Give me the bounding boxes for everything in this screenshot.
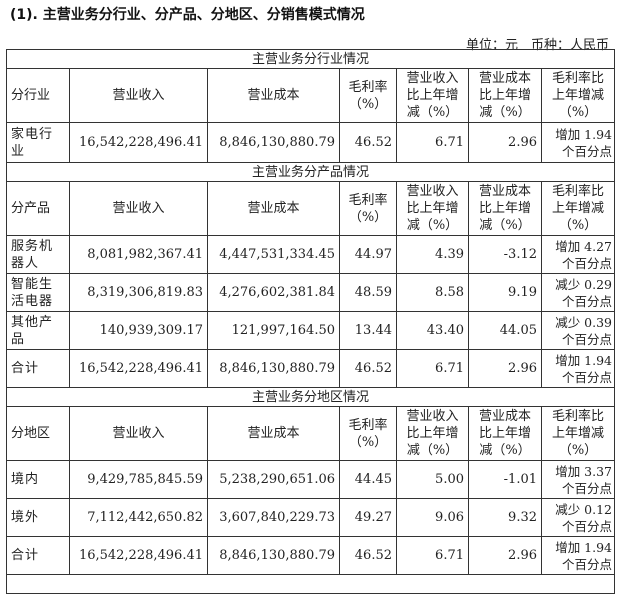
- cell-cost: 8,846,130,880.79: [207, 349, 340, 388]
- cell-margin_change: 减少 0.39 个百分点: [540, 311, 616, 350]
- cell-revenue: 7,112,442,650.82: [69, 498, 208, 537]
- column-header-row: 分产品 营业收入 营业成本 毛利率（%） 营业收入比上年增减（%） 营业成本比上年增减（%…: [6, 181, 616, 236]
- header-margin_change: 毛利率比上年增减（%）: [540, 181, 616, 236]
- cell-revenue: 140,939,309.17: [69, 311, 208, 350]
- cell-margin: 44.45: [339, 460, 397, 499]
- cell-rev_change: 6.71: [396, 349, 469, 388]
- cell-cost_change: 44.05: [468, 311, 542, 350]
- cell-margin_change: 增加 1.94 个百分点: [540, 349, 616, 388]
- cell-cost: 3,607,840,229.73: [207, 498, 340, 537]
- header-revenue: 营业收入: [69, 181, 208, 236]
- cell-cost: 8,846,130,880.79: [207, 536, 340, 575]
- header-dimension: 分地区: [6, 406, 70, 461]
- cell-cost: 4,276,602,381.84: [207, 273, 340, 312]
- table-row: 智能生活电器 8,319,306,819.83 4,276,602,381.84 48…: [6, 273, 616, 312]
- header-rev_change: 营业收入比上年增减（%）: [396, 68, 469, 123]
- section-header: 主营业务分地区情况: [5, 387, 616, 407]
- section-header: [5, 574, 616, 594]
- table-row: 合计 16,542,228,496.41 8,846,130,880.79 46.52…: [6, 349, 616, 388]
- cell-rev_change: 43.40: [396, 311, 469, 350]
- table-row: 合计 16,542,228,496.41 8,846,130,880.79 46.52…: [6, 536, 616, 575]
- cell-rev_change: 8.58: [396, 273, 469, 312]
- cell-margin_change: 增加 4.27 个百分点: [540, 235, 616, 274]
- cell-margin_change: 增加 1.94 个百分点: [540, 122, 616, 163]
- section-title: (1). 主营业务分行业、分产品、分地区、分销售模式情况: [10, 7, 365, 23]
- column-header-row: 分行业 营业收入 营业成本 毛利率（%） 营业收入比上年增减（%） 营业成本比上年增减（%…: [6, 68, 616, 123]
- cell-cost_change: -1.01: [468, 460, 542, 499]
- cell-cost_change: 2.96: [468, 122, 542, 163]
- cell-cost: 4,447,531,334.45: [207, 235, 340, 274]
- header-dimension: 分产品: [6, 181, 70, 236]
- column-header-row: 分地区 营业收入 营业成本 毛利率（%） 营业收入比上年增减（%） 营业成本比上年增减（%…: [6, 406, 616, 461]
- section-header: 主营业务分行业情况: [5, 49, 616, 69]
- header-rev_change: 营业收入比上年增减（%）: [396, 406, 469, 461]
- section-header: 主营业务分产品情况: [5, 162, 616, 182]
- cell-margin: 49.27: [339, 498, 397, 537]
- cell-margin_change: 减少 0.29 个百分点: [540, 273, 616, 312]
- cell-margin_change: 增加 3.37 个百分点: [540, 460, 616, 499]
- cell-cost: 8,846,130,880.79: [207, 122, 340, 163]
- table-row: 其他产品 140,939,309.17 121,997,164.50 13.44 43.…: [6, 311, 616, 350]
- row-label: 境外: [6, 498, 70, 537]
- table-row: 家电行业 16,542,228,496.41 8,846,130,880.79 46.…: [6, 122, 616, 163]
- cell-revenue: 8,081,982,367.41: [69, 235, 208, 274]
- header-rev_change: 营业收入比上年增减（%）: [396, 181, 469, 236]
- cell-revenue: 16,542,228,496.41: [69, 349, 208, 388]
- header-cost_change: 营业成本比上年增减（%）: [468, 406, 542, 461]
- row-label: 合计: [6, 536, 70, 575]
- row-label: 境内: [6, 460, 70, 499]
- cell-margin: 13.44: [339, 311, 397, 350]
- row-label: 家电行业: [6, 122, 70, 163]
- cell-revenue: 9,429,785,845.59: [69, 460, 208, 499]
- section-header-row: 主营业务分地区情况: [5, 387, 616, 407]
- cell-revenue: 8,319,306,819.83: [69, 273, 208, 312]
- cell-margin: 46.52: [339, 349, 397, 388]
- cell-margin_change: 增加 1.94 个百分点: [540, 536, 616, 575]
- row-label: 其他产品: [6, 311, 70, 350]
- table-row: 境内 9,429,785,845.59 5,238,290,651.06 44.45 5…: [6, 460, 616, 499]
- header-margin: 毛利率（%）: [339, 181, 397, 236]
- header-margin: 毛利率（%）: [339, 68, 397, 123]
- row-label: 合计: [6, 349, 70, 388]
- header-dimension: 分行业: [6, 68, 70, 123]
- cell-cost_change: 2.96: [468, 349, 542, 388]
- cell-margin_change: 减少 0.12 个百分点: [540, 498, 616, 537]
- cell-rev_change: 5.00: [396, 460, 469, 499]
- cell-rev_change: 6.71: [396, 122, 469, 163]
- cell-margin: 44.97: [339, 235, 397, 274]
- row-label: 服务机器人: [6, 235, 70, 274]
- table-row: 境外 7,112,442,650.82 3,607,840,229.73 49.27 9…: [6, 498, 616, 537]
- cell-rev_change: 6.71: [396, 536, 469, 575]
- cell-cost_change: 9.32: [468, 498, 542, 537]
- cell-cost: 121,997,164.50: [207, 311, 340, 350]
- header-cost: 营业成本: [207, 68, 340, 123]
- header-margin_change: 毛利率比上年增减（%）: [540, 68, 616, 123]
- header-cost: 营业成本: [207, 181, 340, 236]
- cell-revenue: 16,542,228,496.41: [69, 122, 208, 163]
- header-margin_change: 毛利率比上年增减（%）: [540, 406, 616, 461]
- header-margin: 毛利率（%）: [339, 406, 397, 461]
- row-label: 智能生活电器: [6, 273, 70, 312]
- cell-cost_change: -3.12: [468, 235, 542, 274]
- cell-cost: 5,238,290,651.06: [207, 460, 340, 499]
- header-revenue: 营业收入: [69, 68, 208, 123]
- section-header-row: 主营业务分行业情况: [5, 49, 616, 69]
- cell-rev_change: 9.06: [396, 498, 469, 537]
- table-row: 服务机器人 8,081,982,367.41 4,447,531,334.45 44.…: [6, 235, 616, 274]
- header-cost_change: 营业成本比上年增减（%）: [468, 181, 542, 236]
- cell-cost_change: 9.19: [468, 273, 542, 312]
- cell-margin: 46.52: [339, 536, 397, 575]
- main-business-table: 主营业务分行业情况 分行业 营业收入 营业成本 毛利率（%） 营业收入比上年增减（%） 营业…: [5, 49, 616, 594]
- cell-cost_change: 2.96: [468, 536, 542, 575]
- cell-margin: 48.59: [339, 273, 397, 312]
- cell-revenue: 16,542,228,496.41: [69, 536, 208, 575]
- section-header-row: 主营业务分产品情况: [5, 162, 616, 182]
- cell-margin: 46.52: [339, 122, 397, 163]
- next-section-row: [5, 574, 616, 594]
- header-cost_change: 营业成本比上年增减（%）: [468, 68, 542, 123]
- cell-rev_change: 4.39: [396, 235, 469, 274]
- header-cost: 营业成本: [207, 406, 340, 461]
- header-revenue: 营业收入: [69, 406, 208, 461]
